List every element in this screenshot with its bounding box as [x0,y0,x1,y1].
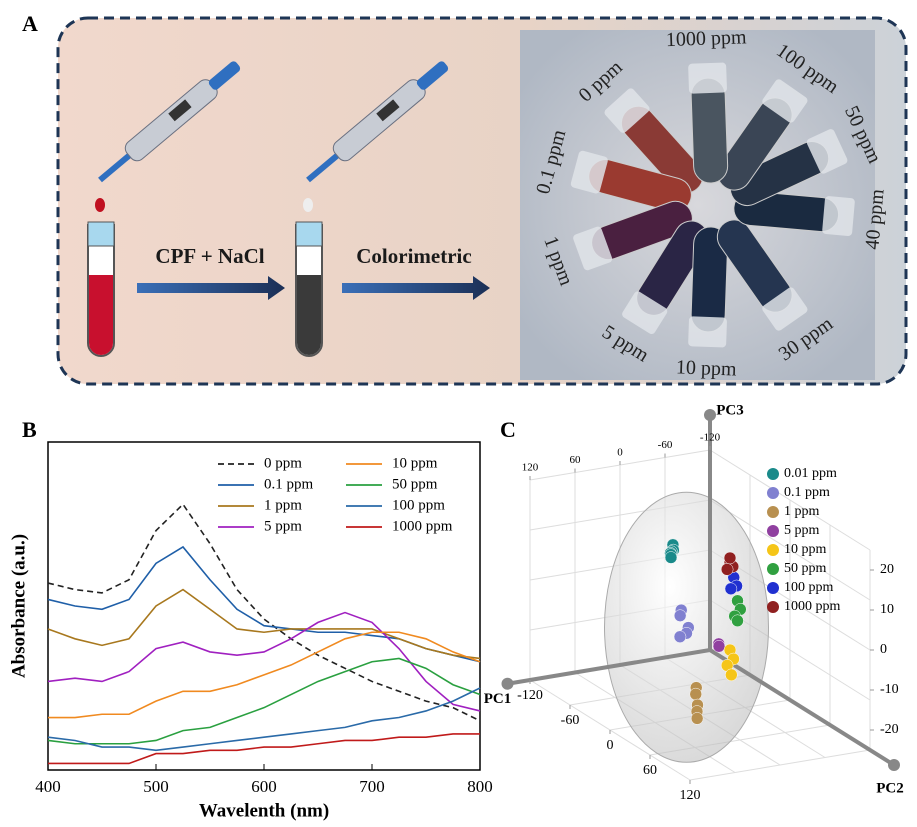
legend-swatch [767,582,779,594]
axis-label: PC1 [484,691,512,707]
legend-label: 0.1 ppm [784,485,830,500]
x-tick-label: 400 [35,777,61,796]
series-line [48,504,480,720]
point [725,669,737,681]
tube [688,62,730,183]
point [724,552,736,564]
legend-swatch [767,525,779,537]
line-chart: 400 500 600 700 800 Wavelenth (nm) Absorbance … [8,442,492,821]
axis-arrowhead [704,409,716,421]
z-tick-label: -10 [880,682,899,697]
point [674,631,686,643]
y-tick-label: -120 [517,688,543,703]
legend-label: 50 ppm [392,476,438,492]
legend-label: 5 ppm [264,518,302,534]
legend-label: 0.01 ppm [784,466,837,481]
tube-cap [688,316,727,347]
series-line [48,658,480,743]
panel-label: A [22,11,38,36]
tube-cap [688,62,727,93]
legend-label: 1 ppm [784,504,820,519]
point [674,610,686,622]
point [691,712,703,724]
axis-label: PC2 [876,780,904,796]
legend-label: 10 ppm [392,455,438,471]
z-tick-label: 20 [880,562,894,577]
z-tick-label: 0 [880,642,887,657]
figure-canvas: A CPF + NaCl Colorimetric 0 ppm 0.1 ppm 1 … [0,0,917,827]
panel-label: B [22,417,37,442]
legend-swatch [767,601,779,613]
legend-swatch [767,506,779,518]
y-tick-label: 0 [607,738,614,753]
y-tick-label: 120 [680,788,701,803]
box-edge [690,750,870,780]
step-label: Colorimetric [356,244,471,268]
point [713,640,725,652]
point [732,615,744,627]
legend-label: 100 ppm [392,497,445,513]
scatter3d-chart: PC1 PC2 PC3 -120 -60 0 60 120 -120 -60 0 60 120 -20 -1… [484,402,904,803]
point [665,552,677,564]
x-tick-label: -120 [700,432,721,444]
x-tick-label: 800 [467,777,493,796]
x-tick-label: 0 [617,447,623,459]
legend-label: 50 ppm [784,561,827,576]
panel-label: C [500,417,516,442]
legend-swatch [767,563,779,575]
z-tick-label: -20 [880,722,899,737]
x-tick-label: 700 [359,777,385,796]
series-line [48,590,480,659]
point [721,563,733,575]
axis-arrowhead [502,678,514,690]
legend-label: 10 ppm [784,542,827,557]
legend-label: 1000 ppm [784,599,841,614]
legend-label: 1 ppm [264,497,302,513]
x-tick-label: 500 [143,777,169,796]
z-tick-label: 10 [880,602,894,617]
photo-label: 10 ppm [676,356,738,380]
x-tick-label: 600 [251,777,277,796]
legend-swatch [767,544,779,556]
axis-label: PC3 [716,402,744,418]
legend-swatch [767,468,779,480]
step-label: CPF + NaCl [155,244,264,268]
legend-label: 100 ppm [784,580,834,595]
tube-cap [822,196,855,236]
series-line [48,613,480,711]
series-line [48,734,480,764]
legend-swatch [767,487,779,499]
axis-arrowhead [888,759,900,771]
x-tick-label: -60 [658,439,673,451]
point [690,688,702,700]
x-axis-label: Wavelenth (nm) [199,800,329,821]
point [725,583,737,595]
legend-label: 1000 ppm [392,518,453,534]
x-tick-label: 60 [570,454,582,466]
test-tube [296,222,322,356]
legend-label: 0.1 ppm [264,476,314,492]
legend-label: 0 ppm [264,455,302,471]
figure: A CPF + NaCl Colorimetric 0 ppm 0.1 ppm 1 … [0,0,917,827]
photo-label: 1000 ppm [666,26,748,51]
y-tick-label: -60 [561,713,580,728]
y-tick-label: 60 [643,763,657,778]
y-axis-label: Absorbance (a.u.) [8,534,29,678]
legend-label: 5 ppm [784,523,820,538]
test-tube [88,222,114,356]
x-tick-label: 120 [522,462,539,474]
